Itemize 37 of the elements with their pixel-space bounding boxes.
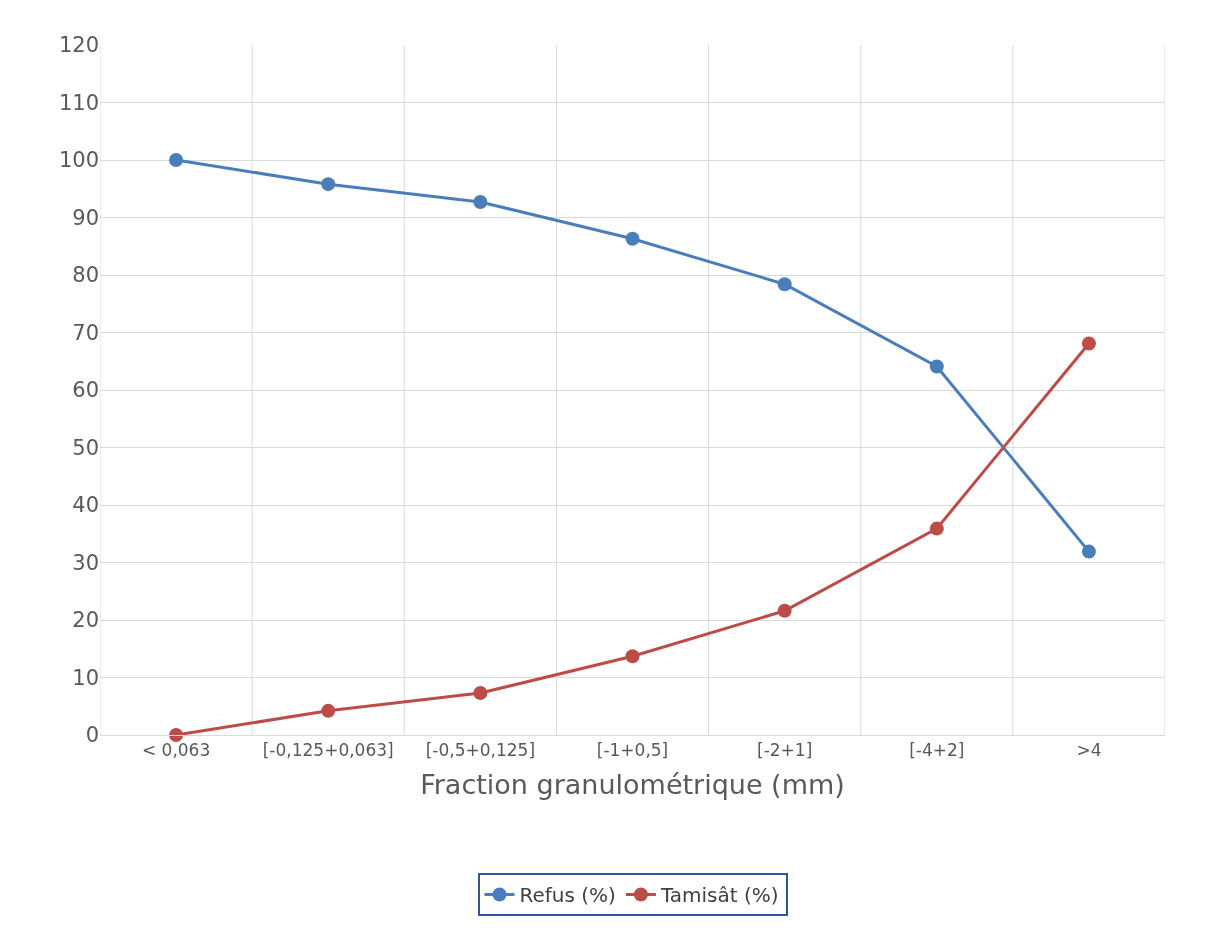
x-tick-label: [-0,5+0,125]: [425, 740, 536, 761]
x-tick-label: [-1+0,5]: [596, 740, 669, 761]
legend-label: Refus (%): [519, 883, 616, 908]
x-tick-label: [-4+2]: [909, 740, 965, 761]
y-tick-label: 50: [72, 435, 99, 460]
point: [169, 153, 184, 167]
y-tick-label: 20: [72, 608, 99, 633]
y-tick-label: 110: [58, 90, 99, 115]
y-tick-label: 100: [58, 148, 99, 173]
x-tick-label: [-0,125+0,063]: [262, 740, 394, 761]
point: [321, 177, 336, 192]
x-tick-label: [-2+1]: [757, 740, 813, 761]
x-tick-label: >4: [1076, 740, 1102, 761]
point: [929, 359, 944, 374]
y-tick-label: 60: [72, 378, 99, 403]
y-tick-label: 120: [58, 33, 99, 58]
y-tick-label: 40: [72, 493, 99, 518]
point: [777, 277, 792, 292]
y-tick-label: 30: [72, 550, 99, 575]
y-tick-label: 70: [72, 320, 99, 345]
y-tick-label: 10: [72, 665, 99, 690]
point: [473, 686, 488, 701]
point: [1081, 336, 1096, 351]
point: [929, 521, 944, 536]
point: [169, 728, 184, 742]
point: [777, 603, 792, 618]
y-tick-label: 80: [72, 263, 99, 288]
point: [625, 649, 640, 664]
point: [1081, 544, 1096, 559]
y-tick-label: 0: [85, 723, 99, 748]
point: [473, 194, 488, 209]
y-tick-label: 90: [72, 205, 99, 230]
point: [625, 231, 640, 246]
x-tick-label: < 0,063: [141, 740, 211, 761]
legend-label: Tamisât (%): [659, 883, 779, 908]
point: [321, 703, 336, 718]
x-axis-title: Fraction granulométrique (mm): [420, 768, 845, 800]
